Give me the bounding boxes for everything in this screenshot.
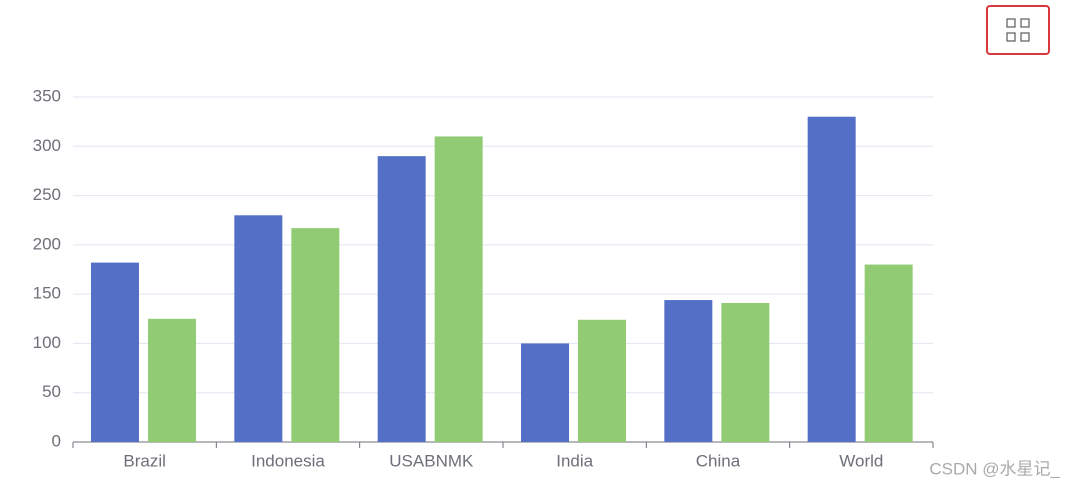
x-tick-label: India bbox=[556, 451, 593, 470]
x-tick-label: China bbox=[696, 451, 741, 470]
bar bbox=[91, 262, 139, 442]
x-tick-label: Brazil bbox=[123, 451, 166, 470]
bar bbox=[864, 264, 913, 442]
x-tick-label: USABNMK bbox=[389, 451, 474, 470]
y-tick-label: 350 bbox=[33, 86, 61, 105]
bar bbox=[434, 136, 483, 442]
y-tick-label: 300 bbox=[33, 136, 61, 155]
y-tick-label: 200 bbox=[33, 234, 61, 253]
bar bbox=[148, 318, 196, 442]
watermark: CSDN @水星记_ bbox=[929, 459, 1060, 478]
fullscreen-icon[interactable] bbox=[986, 5, 1050, 55]
x-tick-label: Indonesia bbox=[251, 451, 325, 470]
x-tick-label: World bbox=[839, 451, 883, 470]
bar bbox=[664, 300, 713, 442]
bar bbox=[721, 303, 770, 442]
y-tick-label: 50 bbox=[42, 382, 61, 401]
bar bbox=[578, 319, 626, 442]
bar bbox=[291, 228, 340, 442]
y-tick-label: 250 bbox=[33, 185, 61, 204]
bar bbox=[234, 215, 283, 442]
y-tick-label: 100 bbox=[33, 333, 61, 352]
bar bbox=[521, 343, 569, 442]
y-tick-label: 150 bbox=[33, 284, 61, 303]
bar bbox=[377, 156, 426, 442]
bar bbox=[807, 116, 856, 442]
y-tick-label: 0 bbox=[52, 431, 61, 450]
